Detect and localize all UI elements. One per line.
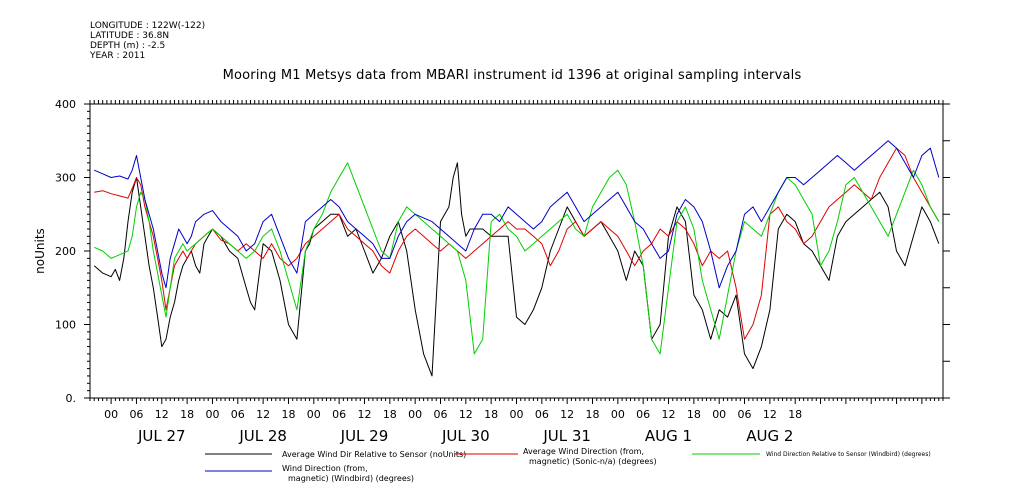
x-day-label: JUL 30 — [441, 427, 490, 445]
series-line-1 — [94, 147, 940, 340]
series-line-0 — [93, 162, 940, 377]
x-hour-tick-label: 06 — [738, 408, 752, 421]
legend-label-blue-line2: magnetic) (Windbird) (degrees) — [288, 474, 414, 483]
x-hour-tick-label: 12 — [560, 408, 574, 421]
x-day-label: JUL 29 — [340, 427, 389, 445]
legend-label-red-line2: magnetic) (Sonic-n/a) (degrees) — [529, 457, 657, 466]
x-hour-tick-label: 06 — [636, 408, 650, 421]
x-axis: 00 06 12 18 00 06 12 18 00 06 12 18 00 06 12 18 00 06 12 18… — [89, 100, 944, 445]
x-hour-tick-label: 06 — [332, 408, 346, 421]
x-hour-tick-label: 00 — [104, 408, 118, 421]
x-hour-tick-label: 00 — [510, 408, 524, 421]
metadata-block: LONGITUDE : 122W(-122) LATITUDE : 36.8N … — [90, 21, 205, 61]
y-tick-label: 0. — [66, 392, 77, 405]
y-tick-label: 200 — [55, 245, 76, 258]
x-hour-tick-label: 00 — [611, 408, 625, 421]
x-hour-tick-label: 00 — [712, 408, 726, 421]
x-day-label: AUG 2 — [746, 427, 793, 445]
plot-frame — [89, 103, 944, 399]
x-hour-tick-label: 18 — [687, 408, 701, 421]
y-tick-label: 100 — [55, 319, 76, 332]
x-day-label: JUL 28 — [238, 427, 287, 445]
x-hour-tick-label: 12 — [155, 408, 169, 421]
legend-label-blue-line1: Wind Direction (from, — [282, 464, 368, 473]
x-hour-tick-label: 18 — [586, 408, 600, 421]
latitude-label: LATITUDE : 36.8N — [90, 31, 170, 41]
x-hour-tick-label: 18 — [484, 408, 498, 421]
series-layer — [93, 140, 940, 377]
x-hour-tick-label: 06 — [433, 408, 447, 421]
x-hour-tick-label: 00 — [205, 408, 219, 421]
x-hour-tick-label: 12 — [763, 408, 777, 421]
x-hour-tick-label: 06 — [129, 408, 143, 421]
x-hour-tick-label: 18 — [281, 408, 295, 421]
y-axis: 0. 100 200 300 400 — [55, 98, 950, 405]
y-tick-label: 300 — [55, 172, 76, 185]
depth-label: DEPTH (m) : -2.5 — [90, 41, 166, 51]
x-hour-tick-label: 18 — [383, 408, 397, 421]
legend-label-black: Average Wind Dir Relative to Sensor (noU… — [282, 450, 466, 459]
longitude-label: LONGITUDE : 122W(-122) — [90, 21, 206, 31]
x-day-label: AUG 1 — [645, 427, 692, 445]
y-tick-label: 400 — [55, 98, 76, 111]
x-hour-tick-label: 00 — [307, 408, 321, 421]
x-hour-tick-label: 06 — [231, 408, 245, 421]
y-axis-label: noUnits — [33, 228, 47, 274]
x-day-label: JUL 31 — [542, 427, 591, 445]
x-hour-tick-label: 12 — [357, 408, 371, 421]
x-hour-tick-label: 00 — [408, 408, 422, 421]
chart-title: Mooring M1 Metsys data from MBARI instru… — [222, 68, 802, 83]
series-line-3 — [94, 140, 940, 289]
x-hour-tick-label: 12 — [459, 408, 473, 421]
x-hour-tick-label: 12 — [256, 408, 270, 421]
legend-label-green: Wind Direction Relative to Sensor (Windb… — [766, 451, 931, 458]
x-hour-tick-label: 12 — [662, 408, 676, 421]
x-day-label: JUL 27 — [137, 427, 186, 445]
legend: Average Wind Dir Relative to Sensor (noU… — [205, 447, 931, 483]
legend-label-red-line1: Average Wind Direction (from, — [523, 447, 644, 456]
x-hour-tick-label: 06 — [535, 408, 549, 421]
x-hour-tick-label: 18 — [180, 408, 194, 421]
x-hour-tick-label: 18 — [788, 408, 802, 421]
year-label: YEAR : 2011 — [90, 51, 146, 61]
series-line-2 — [94, 162, 940, 355]
